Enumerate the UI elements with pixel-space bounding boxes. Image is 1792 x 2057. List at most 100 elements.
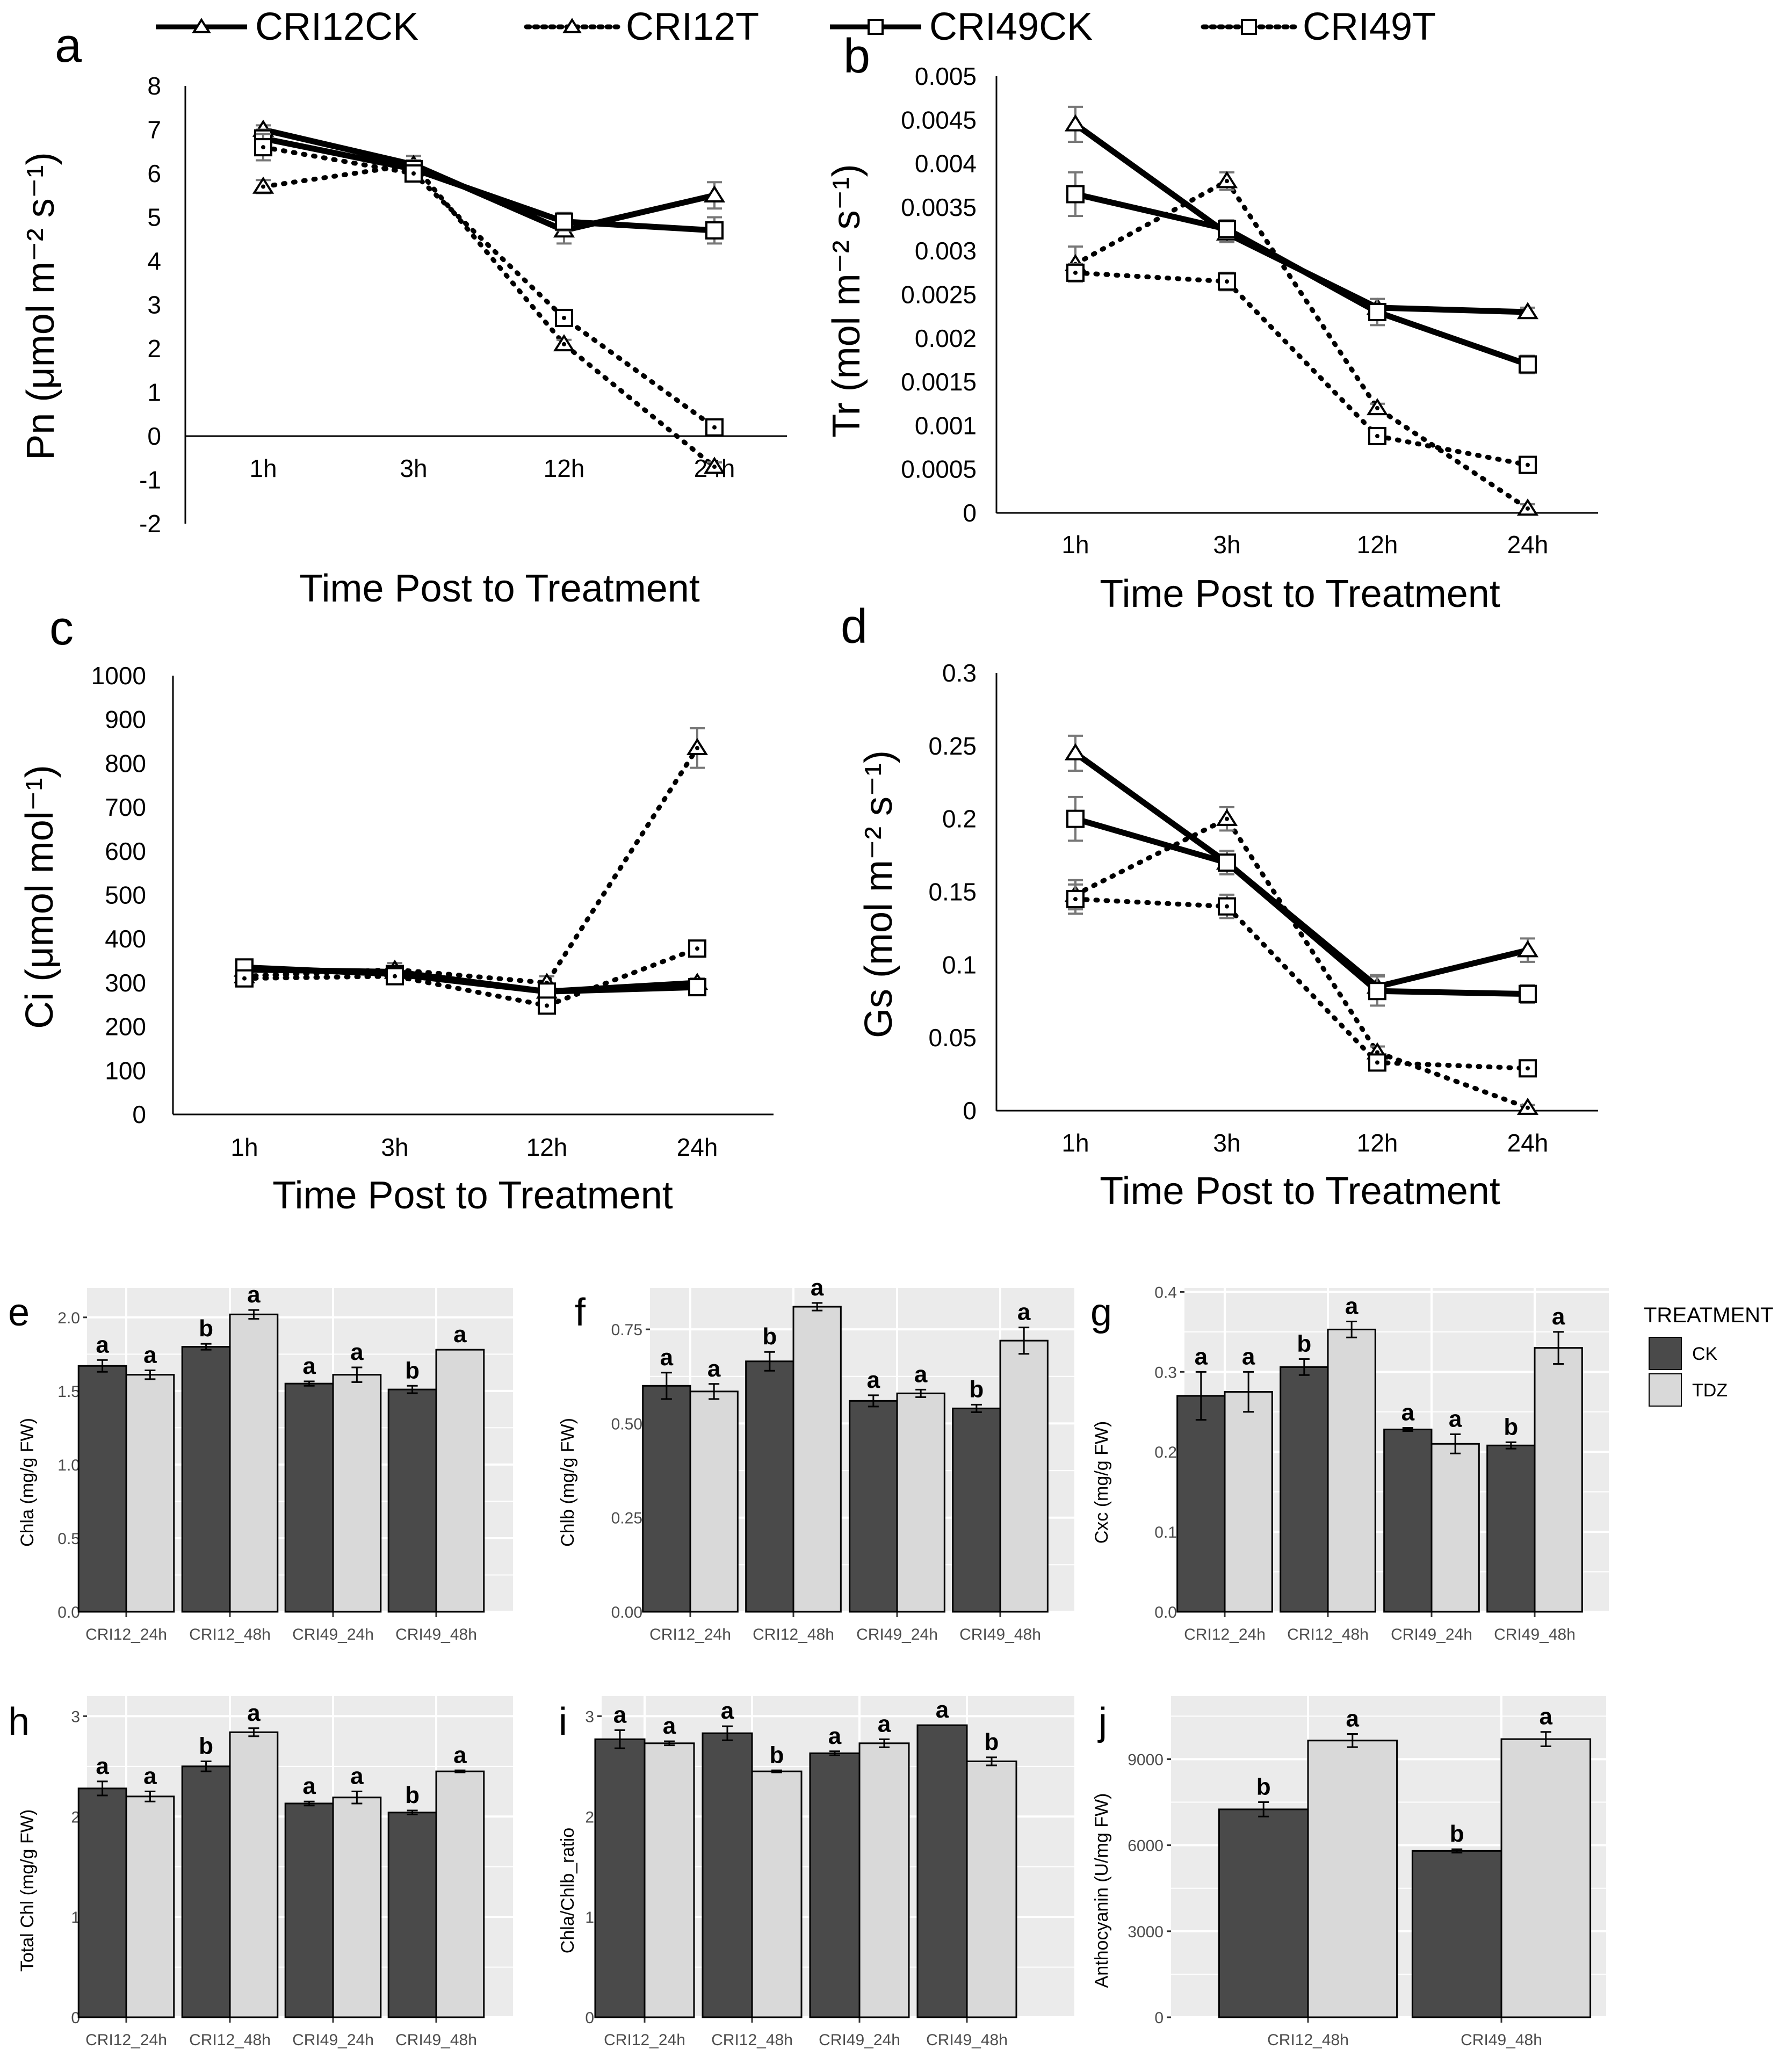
y-tick-label-c: 500	[105, 881, 146, 909]
bar-TDZ-CRI12_48h	[1327, 1328, 1376, 1613]
y-tick-label-d: 0.3	[942, 659, 977, 687]
bar-CK-CRI49_48h	[1411, 1850, 1502, 2018]
point-dot-CRI49T	[1526, 462, 1530, 467]
x-tick-label-e: CRI12_24h	[85, 1626, 167, 1643]
point-dot-CRI49T	[1225, 904, 1229, 909]
point-CRI49CK-3h	[1218, 853, 1236, 872]
x-tick-label-j: CRI49_48h	[1461, 2031, 1542, 2049]
y-tick-label-c: 600	[105, 837, 146, 865]
x-tick-label-j: CRI12_48h	[1267, 2031, 1349, 2049]
significance-label-TDZ-CRI12_24h: a	[1242, 1343, 1255, 1370]
point-CRI49T-1h	[1066, 263, 1085, 282]
y-tick-label-j: 0	[1154, 2009, 1164, 2027]
bar-TDZ-CRI49_48h	[999, 1339, 1049, 1613]
x-tick-label-b: 1h	[1061, 531, 1089, 559]
y-tick-label-h: 3	[71, 1708, 80, 1726]
point-CRI49T-3h	[386, 967, 404, 986]
significance-label-CK-CRI12_24h: a	[1195, 1343, 1208, 1370]
bar-CK-CRI49_24h	[284, 1802, 334, 2018]
x-tick-label-h: CRI49_48h	[395, 2031, 477, 2049]
legend-marker-CRI12CK	[192, 18, 211, 33]
series-line-CRI12CK	[1072, 121, 1531, 315]
panel-label-b: b	[843, 30, 870, 83]
legend-label-CRI12T: CRI12T	[626, 5, 759, 48]
significance-label-TDZ-CRI49_24h: a	[1449, 1406, 1462, 1432]
significance-label-CK-CRI12_48h: b	[1297, 1331, 1311, 1357]
bar-CK-CRI49_24h	[284, 1382, 334, 1613]
y-tick-label-a: 2	[147, 335, 161, 363]
significance-label-CK-CRI12_24h: a	[96, 1753, 109, 1779]
y-tick-label-a: -1	[139, 466, 161, 494]
x-axis-title-d: Time Post to Treatment	[1100, 1170, 1500, 1213]
y-tick-label-a: 0	[147, 422, 161, 450]
significance-label-TDZ-CRI49_48h: a	[453, 1742, 467, 1768]
significance-label-TDZ-CRI12_48h: a	[247, 1700, 261, 1726]
y-tick-label-c: 700	[105, 793, 146, 821]
y-axis-title-h: Total Chl (mg/g FW)	[17, 1809, 38, 1972]
x-tick-label-f: CRI12_24h	[649, 1626, 731, 1643]
point-CRI49T-1h	[254, 138, 272, 157]
panel-i: i 0 1 2 3 Chla/Chlb_ratio CRI12_24h a a CRI12_48h…	[558, 1696, 1074, 2049]
point-CRI49CK-12h	[1368, 982, 1386, 1001]
y-tick-label-e: 0.0	[57, 1604, 80, 1621]
y-tick-label-a: -2	[139, 510, 161, 538]
bar-TDZ-CRI12_24h	[125, 1795, 175, 2018]
legend-label-CRI49T: CRI49T	[1303, 5, 1436, 48]
significance-label-CK-CRI49_24h: a	[1401, 1400, 1415, 1426]
y-tick-label-a: 8	[147, 72, 161, 100]
bar-CK-CRI12_48h	[1280, 1366, 1329, 1613]
panel-label-i: i	[559, 1700, 567, 1743]
point-dot-CRI49T	[411, 171, 416, 176]
x-tick-label-f: CRI49_24h	[856, 1626, 938, 1643]
y-tick-label-d: 0.25	[928, 732, 977, 760]
point-dot-CRI49T	[1375, 1060, 1379, 1065]
x-tick-label-b: 3h	[1213, 531, 1240, 559]
point-dot-CRI12T	[1526, 1105, 1530, 1110]
y-tick-label-i: 0	[585, 2009, 594, 2027]
point-dot-CRI12T	[1375, 1050, 1379, 1055]
bar-CK-CRI49_48h	[916, 1724, 968, 2018]
x-tick-label-c: 3h	[381, 1133, 408, 1161]
bar-TDZ-CRI49_24h	[858, 1742, 910, 2018]
bar-CK-CRI49_48h	[1486, 1444, 1536, 1613]
treatment-legend-swatch-CK	[1649, 1337, 1682, 1370]
significance-label-CK-CRI12_48h: b	[199, 1315, 213, 1342]
y-axis-title-i: Chla/Chlb_ratio	[558, 1828, 578, 1953]
significance-label-TDZ-CRI49_24h: a	[914, 1361, 928, 1387]
y-tick-label-d: 0	[963, 1097, 977, 1125]
treatment-legend-swatch-TDZ	[1649, 1373, 1682, 1407]
significance-label-TDZ-CRI12_48h: a	[1345, 1293, 1359, 1320]
panel-label-g: g	[1090, 1291, 1112, 1334]
x-tick-label-i: CRI49_24h	[819, 2031, 900, 2049]
x-tick-label-d: 3h	[1213, 1129, 1240, 1157]
significance-label-TDZ-CRI49_48h: a	[453, 1321, 467, 1348]
x-tick-label-d: 24h	[1507, 1129, 1549, 1157]
significance-label-CK-CRI12_24h: a	[96, 1331, 109, 1358]
bar-TDZ-CRI12_24h	[644, 1742, 695, 2018]
legend-label-CRI12CK: CRI12CK	[255, 5, 418, 48]
point-CRI49T-3h	[404, 164, 423, 183]
point-CRI49CK-12h	[555, 212, 573, 231]
bar-CK-CRI12_24h	[642, 1385, 691, 1613]
y-tick-label-b: 0.003	[915, 237, 977, 265]
x-tick-label-h: CRI49_24h	[292, 2031, 374, 2049]
series-line-CRI12T	[242, 745, 700, 986]
y-tick-label-d: 0.2	[942, 805, 977, 833]
y-tick-label-g: 0.0	[1154, 1604, 1177, 1621]
y-tick-label-b: 0.001	[915, 411, 977, 439]
x-tick-label-g: CRI49_48h	[1494, 1626, 1576, 1643]
y-tick-label-j: 9000	[1128, 1751, 1164, 1769]
bar-TDZ-CRI49_24h	[1430, 1443, 1480, 1613]
point-dot-CRI12T	[261, 184, 265, 189]
y-tick-label-d: 0.15	[928, 878, 977, 906]
significance-label-CK-CRI49_24h: a	[867, 1367, 880, 1393]
y-axis-title-f: Chlb (mg/g FW)	[558, 1418, 578, 1547]
point-dot-CRI49T	[1073, 897, 1078, 902]
x-tick-label-c: 1h	[230, 1133, 258, 1161]
y-tick-label-c: 0	[132, 1100, 146, 1128]
bar-TDZ-CRI49_24h	[332, 1374, 382, 1613]
x-tick-label-e: CRI49_48h	[395, 1626, 477, 1643]
